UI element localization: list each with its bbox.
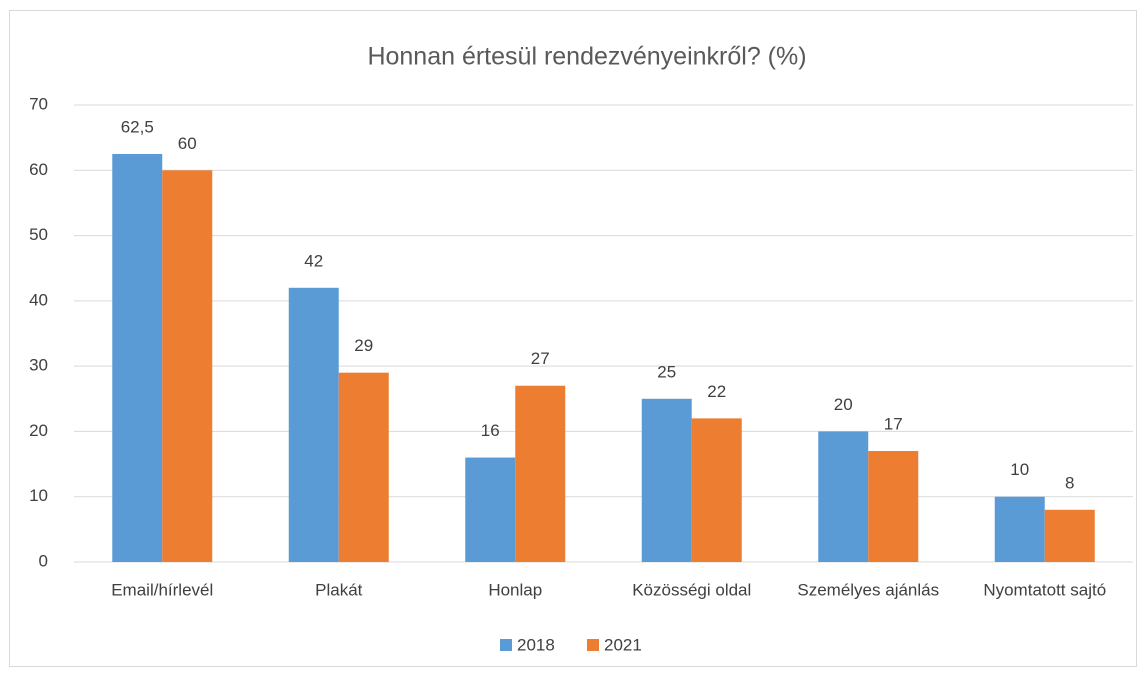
y-tick-label: 40 <box>29 290 48 309</box>
data-label: 8 <box>1065 473 1074 492</box>
data-label: 10 <box>1010 460 1029 479</box>
data-label: 27 <box>531 349 550 368</box>
legend-swatch <box>587 639 599 651</box>
data-label: 29 <box>354 336 373 355</box>
x-tick-label: Személyes ajánlás <box>797 580 939 599</box>
bar <box>288 287 339 562</box>
x-tick-label: Honlap <box>488 580 542 599</box>
bar <box>338 372 389 562</box>
y-tick-label: 30 <box>29 356 48 375</box>
bar <box>868 451 919 562</box>
data-label: 20 <box>834 395 853 414</box>
bar <box>515 385 566 562</box>
chart-title: Honnan értesül rendezvényeinkről? (%) <box>367 43 806 71</box>
data-label: 60 <box>178 134 197 153</box>
legend-label: 2018 <box>517 635 555 654</box>
bar <box>691 418 742 562</box>
y-tick-label: 70 <box>29 94 48 113</box>
y-tick-label: 60 <box>29 160 48 179</box>
y-tick-label: 0 <box>39 551 48 570</box>
bar <box>818 431 869 562</box>
x-tick-label: Közösségi oldal <box>632 580 751 599</box>
data-label: 62,5 <box>121 117 154 136</box>
bar <box>465 457 516 562</box>
y-tick-label: 10 <box>29 486 48 505</box>
y-tick-label: 50 <box>29 225 48 244</box>
bar <box>994 496 1045 562</box>
data-label: 25 <box>657 362 676 381</box>
y-tick-label: 20 <box>29 421 48 440</box>
data-label: 42 <box>304 251 323 270</box>
data-label: 17 <box>884 414 903 433</box>
bar <box>112 153 163 562</box>
bar <box>162 170 213 563</box>
legend-label: 2021 <box>604 635 642 654</box>
bar <box>1044 509 1095 562</box>
bar <box>641 398 692 562</box>
x-tick-label: Plakát <box>315 580 363 599</box>
legend-swatch <box>500 639 512 651</box>
x-tick-label: Nyomtatott sajtó <box>983 580 1106 599</box>
data-label: 16 <box>481 421 500 440</box>
data-label: 22 <box>707 382 726 401</box>
x-tick-label: Email/hírlevél <box>111 580 213 599</box>
